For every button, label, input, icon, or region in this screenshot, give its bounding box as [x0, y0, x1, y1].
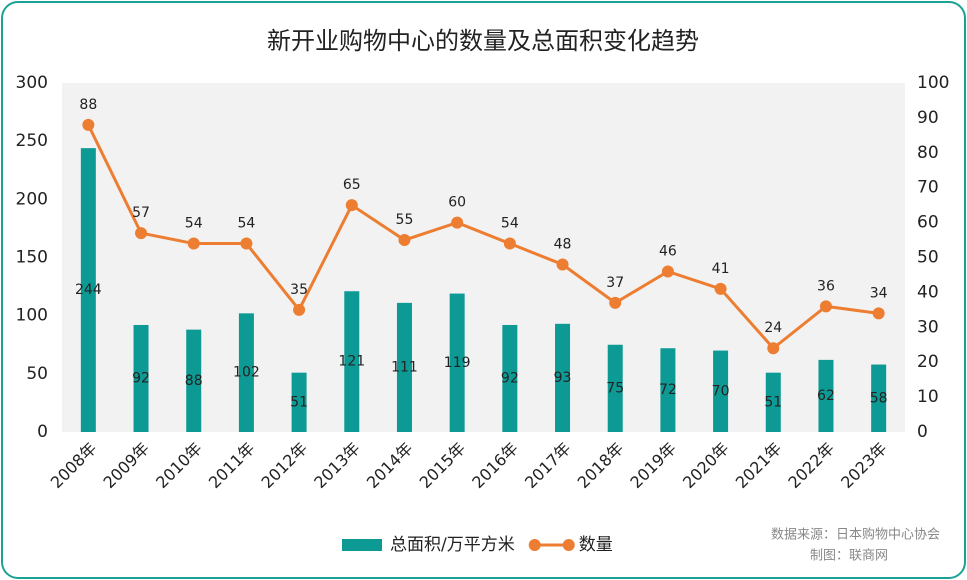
- bar: [291, 372, 307, 432]
- bar-label: 93: [554, 370, 572, 386]
- bar: [502, 324, 518, 432]
- bar-label: 102: [233, 365, 260, 381]
- legend-swatch: [342, 539, 382, 551]
- y2-tick-label: 100: [917, 73, 949, 93]
- y2-tick-label: 20: [917, 352, 939, 372]
- bar: [133, 324, 149, 432]
- bar-label: 119: [444, 355, 471, 371]
- y-tick-label: 150: [16, 248, 48, 268]
- bar-label: 92: [501, 370, 519, 386]
- y2-tick-label: 0: [917, 422, 928, 442]
- line-marker: [872, 307, 885, 320]
- line-label: 37: [606, 275, 624, 291]
- y2-tick-label: 80: [917, 143, 939, 163]
- line-marker: [767, 342, 780, 355]
- bar-label: 51: [290, 394, 308, 410]
- y2-tick-label: 40: [917, 282, 939, 302]
- line-label: 54: [501, 216, 519, 232]
- y-tick-label: 200: [16, 189, 48, 209]
- y-tick-label: 100: [16, 306, 48, 326]
- line-marker: [661, 265, 674, 278]
- bar: [238, 313, 254, 432]
- bar: [80, 148, 96, 432]
- y2-tick-label: 50: [917, 248, 939, 268]
- bar: [344, 291, 360, 432]
- line-label: 46: [659, 243, 677, 259]
- line-label: 55: [396, 212, 414, 228]
- bar-label: 72: [659, 382, 677, 398]
- line-label: 60: [448, 195, 466, 211]
- line-marker: [240, 237, 253, 250]
- line-marker: [82, 118, 95, 131]
- y-tick-label: 300: [16, 73, 48, 93]
- line-label: 88: [79, 97, 97, 113]
- bar-label: 62: [817, 388, 835, 404]
- line-marker: [714, 282, 727, 295]
- bar-label: 111: [391, 359, 418, 375]
- source: 数据来源：日本购物中心协会: [771, 527, 940, 543]
- line-marker: [451, 216, 464, 229]
- legend-label: 数量: [579, 535, 613, 555]
- plot-area: [62, 83, 905, 432]
- line-label: 34: [870, 285, 888, 301]
- y-tick-label: 250: [16, 131, 48, 151]
- line-marker: [293, 303, 306, 316]
- bar: [186, 329, 202, 432]
- bar: [449, 293, 465, 432]
- y-tick-label: 0: [37, 422, 48, 442]
- line-label: 41: [712, 261, 730, 277]
- bar-label: 51: [764, 394, 782, 410]
- bar: [871, 364, 887, 432]
- legend-swatch: [528, 539, 541, 551]
- line: [86, 124, 879, 351]
- line-marker: [398, 234, 411, 247]
- bar-label: 244: [75, 282, 102, 298]
- credit: 制图：联商网: [810, 549, 888, 564]
- bar-label: 92: [132, 370, 150, 386]
- bar-label: 121: [338, 354, 365, 370]
- bar-label: 75: [606, 380, 624, 396]
- y2-tick-label: 70: [917, 178, 939, 198]
- bar: [607, 344, 623, 432]
- line-marker: [609, 296, 622, 309]
- bar-label: 88: [185, 373, 203, 389]
- line-label: 35: [290, 282, 308, 298]
- line-label: 48: [554, 236, 572, 252]
- line-label: 57: [132, 205, 150, 221]
- bar-label: 70: [712, 383, 730, 399]
- bar: [555, 323, 571, 432]
- bar: [396, 302, 412, 432]
- line-label: 54: [237, 216, 255, 232]
- y2-tick-label: 10: [917, 387, 939, 407]
- y2-tick-label: 60: [917, 213, 939, 233]
- line-marker: [135, 227, 148, 240]
- line-marker: [345, 199, 358, 212]
- y-tick-label: 50: [26, 364, 48, 384]
- legend-label: 总面积/万平方米: [390, 535, 515, 555]
- chart-title: 新开业购物中心的数量及总面积变化趋势: [267, 27, 699, 55]
- y2-tick-label: 30: [917, 317, 939, 337]
- line-label: 36: [817, 278, 835, 294]
- bar: [660, 348, 676, 432]
- line-label: 54: [185, 216, 203, 232]
- bar: [765, 372, 781, 432]
- line-marker: [187, 237, 200, 250]
- line-marker: [819, 300, 832, 313]
- line-label: 65: [343, 177, 361, 193]
- legend-swatch: [562, 539, 575, 551]
- line-label: 24: [764, 320, 782, 336]
- line-marker: [556, 258, 569, 271]
- bar: [713, 350, 729, 432]
- bar: [818, 359, 834, 432]
- bar-label: 58: [870, 390, 888, 406]
- y2-tick-label: 90: [917, 108, 939, 128]
- line-marker: [503, 237, 516, 250]
